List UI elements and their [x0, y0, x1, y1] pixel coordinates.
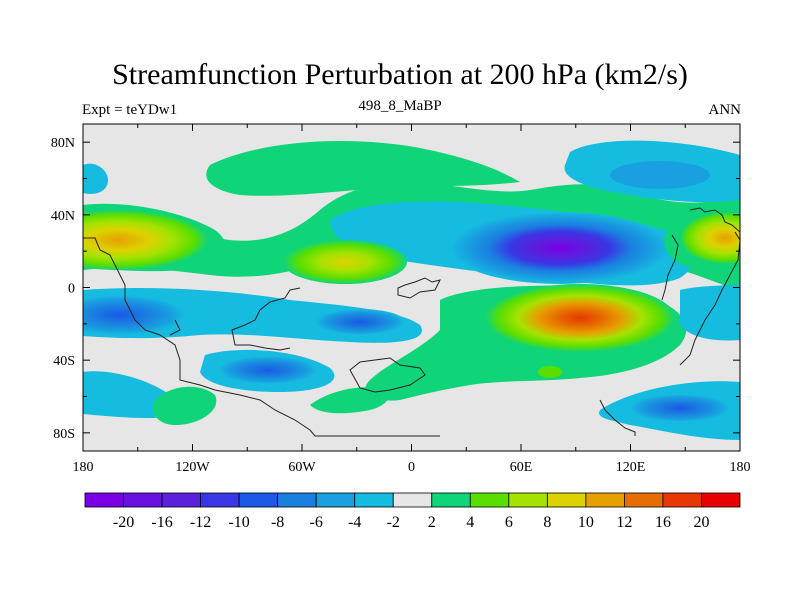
colorbar-label: 20 — [693, 514, 709, 531]
x-tick-label: 120W — [175, 460, 210, 475]
contour-negative-smid2-core — [218, 356, 318, 384]
plot-title: Streamfunction Perturbation at 200 hPa (… — [112, 58, 688, 91]
colorbar-label: -8 — [271, 514, 284, 531]
contour-positive-npac-core — [83, 210, 208, 270]
colorbar-box — [624, 492, 664, 508]
y-tick-label: 40S — [53, 354, 75, 369]
colorbar-box — [238, 492, 279, 508]
colorbar-box — [200, 492, 240, 508]
contour-positive-atlantic — [283, 240, 407, 284]
colorbar-box — [84, 492, 124, 508]
colorbar-box — [585, 492, 625, 508]
colorbar-label: -16 — [151, 514, 172, 531]
colorbar-label: -10 — [228, 514, 249, 531]
contour-positive-60n — [206, 141, 520, 196]
colorbar-box — [469, 492, 510, 508]
x-tick-label: 120E — [616, 460, 646, 475]
colorbar-label: 8 — [543, 514, 551, 531]
contour-positive-small — [538, 366, 562, 378]
colorbar-label: 10 — [578, 514, 594, 531]
colorbar-box — [701, 492, 741, 508]
colorbar-box — [392, 492, 433, 508]
case-label: 498_8_MaBP — [358, 98, 442, 114]
axis-tick-labels: 180 120W 60W 0 60E 120E 180 80N 40N 0 40S 80S — [51, 136, 751, 475]
contour-field — [83, 140, 740, 440]
colorbar-box — [123, 492, 163, 508]
colorbar — [84, 492, 741, 508]
x-tick-label: 180 — [730, 460, 751, 475]
colorbar-box — [431, 492, 471, 508]
colorbar-box — [315, 492, 356, 508]
colorbar-label: -4 — [348, 514, 361, 531]
colorbar-box — [508, 492, 548, 508]
colorbar-label: -2 — [387, 514, 400, 531]
axis-ticks — [82, 124, 741, 451]
contour-positive-satl — [310, 387, 389, 414]
contour-positive-sw — [152, 386, 217, 425]
contour-negative-spac-core — [83, 295, 185, 335]
contour-negative-nw — [83, 163, 108, 194]
y-tick-label: 40N — [51, 209, 75, 224]
y-tick-label: 0 — [68, 282, 75, 297]
contour-positive-wpac-core — [680, 212, 740, 264]
experiment-label: Expt = teYDw1 — [82, 102, 178, 118]
colorbar-label: 16 — [655, 514, 671, 531]
colorbar-box — [662, 492, 702, 508]
contour-negative-southern-core — [630, 394, 730, 422]
contour-negative-satl-core — [315, 309, 405, 335]
colorbar-label: 4 — [466, 514, 474, 531]
colorbar-box — [161, 492, 201, 508]
colorbar-label: -12 — [190, 514, 211, 531]
y-tick-label: 80S — [53, 427, 75, 442]
x-tick-label: 60W — [288, 460, 316, 475]
colorbar-box — [277, 492, 317, 508]
colorbar-box — [546, 492, 587, 508]
colorbar-label: 2 — [428, 514, 436, 531]
x-tick-label: 0 — [408, 460, 415, 475]
colorbar-label: -20 — [113, 514, 134, 531]
x-tick-label: 60E — [510, 460, 533, 475]
contour-negative-asia-core — [450, 212, 670, 284]
colorbar-label: 12 — [616, 514, 632, 531]
colorbar-box — [354, 492, 394, 508]
contour-positive-indian-core — [485, 284, 675, 352]
colorbar-label: 6 — [505, 514, 513, 531]
coastlines — [83, 207, 740, 437]
y-tick-label: 80N — [51, 136, 75, 151]
x-tick-label: 180 — [73, 460, 94, 475]
colorbar-labels: -20 -16 -12 -10 -8 -6 -4 -2 2 4 6 8 10 12 16 20 — [113, 514, 710, 531]
colorbar-label: -6 — [310, 514, 323, 531]
season-label: ANN — [708, 102, 742, 118]
contour-negative-arctic-inner — [610, 161, 710, 189]
